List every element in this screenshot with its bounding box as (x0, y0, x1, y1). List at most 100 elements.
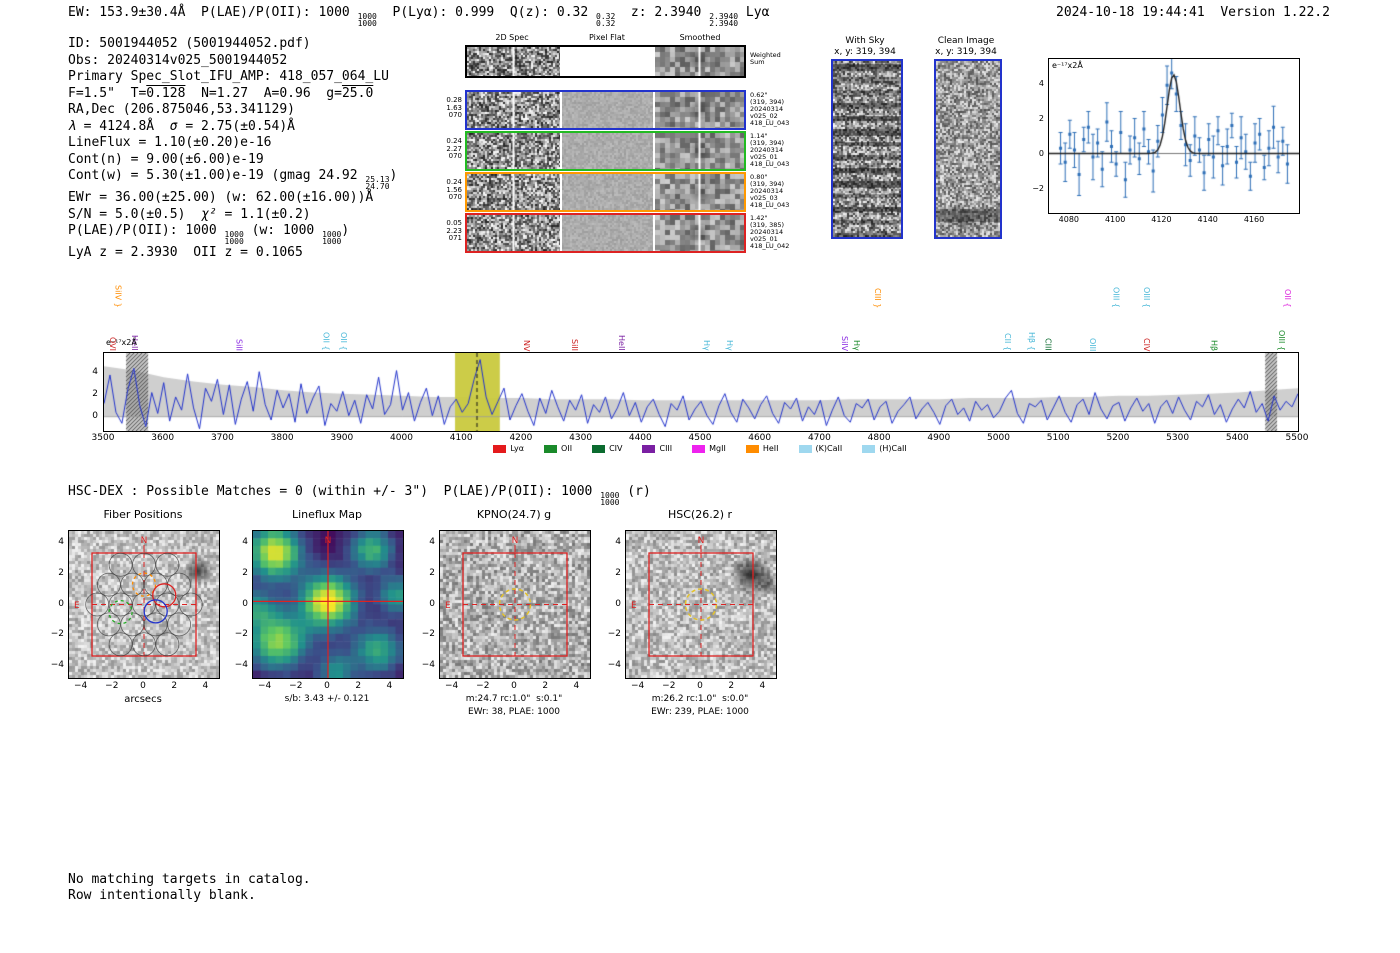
tick-label: 2 (171, 681, 178, 691)
emission-line-label: SiII (234, 338, 244, 351)
legend-item: CIII (642, 444, 672, 453)
emission-line-label: OII { (1283, 289, 1293, 308)
spec2d-strip-smooth (655, 174, 744, 210)
tick-label: 4200 (509, 433, 533, 443)
legend-item: OII (544, 444, 572, 453)
tick-label: −4 (444, 681, 459, 691)
emission-line-label: Hγ (702, 340, 712, 351)
hsc-caption: m:26.2 rc:1.0" s:0.0" (651, 694, 749, 704)
tick-label: 5400 (1225, 433, 1249, 443)
clean-image-coords: x, y: 319, 394 (935, 47, 997, 57)
legend-swatch (642, 444, 656, 453)
line-fit-canvas (1049, 59, 1299, 213)
spec2d-row-right-label: Weighted Sum (750, 51, 781, 66)
spec2d-strip-spec (467, 92, 560, 128)
spec2d-strip-flat (562, 174, 653, 210)
tick-label: 4 (242, 537, 248, 548)
spec2d-strip-flat (562, 133, 653, 169)
spec2d-row-right-label: 1.42" (319, 385) 20240314 v025_01 418_LU… (750, 214, 790, 250)
col-title-smoothed: Smoothed (679, 33, 721, 42)
info-line: RA,Dec (206.875046,53.341129) (68, 102, 295, 117)
tick-label: 0 (242, 598, 248, 609)
tick-label: −4 (607, 659, 621, 670)
tick-label: 3800 (270, 433, 294, 443)
legend-swatch (692, 444, 706, 453)
legend-swatch (544, 444, 558, 453)
tick-label: 4400 (628, 433, 652, 443)
fiber-circle (132, 592, 156, 617)
tick-label: 2 (242, 567, 248, 578)
tick-label: 4800 (867, 433, 891, 443)
tick-label: 4 (573, 681, 580, 691)
emission-line-label: SiIV (840, 335, 850, 351)
legend-label: (K)CaII (815, 444, 843, 453)
stacked-fraction: 25.13 24.70 (365, 175, 390, 191)
tick-label: −2 (662, 681, 676, 691)
catalog-aperture-circle (498, 588, 532, 621)
tick-label: −2 (476, 681, 490, 691)
tick-label: −4 (234, 659, 248, 670)
tick-label: 4 (1038, 78, 1044, 88)
tick-label: 4300 (569, 433, 593, 443)
fiber-circle (155, 552, 180, 577)
tick-label: 0 (92, 410, 98, 421)
spec2d-row-right-label: 1.14" (319, 394) 20240314 v025_01 418_LU… (750, 132, 790, 168)
legend-swatch (592, 444, 606, 453)
info-line: Cont(n) = 9.00(±6.00)e-19 (68, 151, 264, 167)
stacked-fraction: 0.32 0.32 (596, 12, 616, 28)
tick-label: −2 (421, 629, 435, 640)
aperture-square (462, 552, 568, 657)
tick-label: 4120 (1151, 215, 1172, 224)
info-line: EWr = 36.00(±25.00) (w: 62.00(±16.00))Å (68, 190, 374, 205)
spec2d-strip-smooth (655, 47, 744, 76)
col-title-2d-spec: 2D Spec (495, 33, 529, 42)
fiber-circle (132, 552, 156, 577)
fiber-circle (178, 592, 203, 617)
legend-item: CIV (592, 444, 622, 453)
emission-line-label: Hβ { (1026, 332, 1036, 351)
compass-east-label: E (445, 601, 451, 611)
spec2d-strip-spec (467, 174, 560, 210)
tick-label: 2 (615, 567, 621, 578)
legend-swatch (745, 444, 759, 453)
fiber-circle (120, 572, 145, 597)
kpno-caption2: EWr: 38, PLAE: 1000 (467, 707, 561, 717)
col-title-pixel-flat: Pixel Flat (589, 33, 625, 42)
stacked-fraction: 1000 1000 (322, 230, 342, 246)
tick-label: 4140 (1197, 215, 1218, 224)
fiber-circle (120, 612, 145, 637)
tick-label: 2 (1038, 113, 1044, 123)
cutout-title-lineflux-map: Lineflux Map (291, 508, 363, 521)
tick-label: −2 (607, 629, 621, 640)
fiber-circle (132, 632, 156, 657)
emission-line-labels: OVI SiIV } HeII SiII OII {OII {NV SiII HeII Hγ H… (103, 264, 1297, 352)
legend-swatch (493, 444, 507, 453)
full-spectrum-canvas (104, 353, 1298, 431)
tick-label: −2 (105, 681, 119, 691)
tick-label: −4 (630, 681, 645, 691)
emission-line-label: Hγ (724, 340, 734, 351)
legend-item: HeII (745, 444, 779, 453)
cutout-title-kpno-g: KPNO(24.7) g (476, 508, 552, 521)
tick-label: −2 (234, 629, 248, 640)
tick-label: 4100 (1104, 215, 1126, 224)
compass-east-label: E (631, 601, 637, 611)
tick-label: 2 (92, 388, 98, 399)
emission-line-label: Hγ (852, 340, 861, 351)
emission-line-label: HeII (130, 335, 140, 351)
with-sky-panel (831, 59, 903, 239)
spectrum-legend: Lyα OII CIV CIII MgII HeII (K)CaII (H)CaII (103, 444, 1297, 453)
fiber-circle (108, 632, 133, 657)
tick-label: 4 (429, 537, 435, 548)
fiber-circle (155, 592, 180, 617)
stacked-fraction: 1000 1000 (600, 491, 620, 507)
emission-line-label: SiIV } (113, 285, 123, 308)
legend-label: OII (561, 444, 573, 453)
fiber-circle (108, 552, 133, 577)
legend-item: (K)CaII (798, 444, 843, 453)
tick-label: 3700 (210, 433, 234, 443)
legend-label: CIII (659, 444, 673, 453)
tick-label: 5200 (1106, 433, 1130, 443)
spec2d-strip-flat (562, 215, 653, 251)
